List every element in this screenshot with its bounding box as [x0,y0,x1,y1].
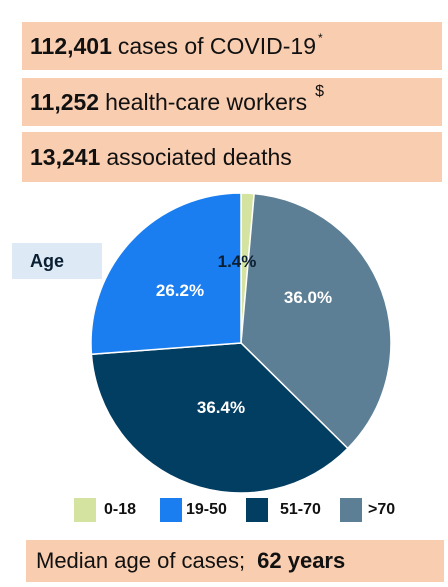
pie-label-51-70: 36.4% [197,398,245,417]
legend-swatch-over-70 [340,498,362,522]
pie-slice-51-70 [90,342,349,494]
stat-hcw-number: 11,252 [30,88,100,115]
legend-swatch-19-50 [160,498,182,522]
median-age-banner: Median age of cases; 62 years [26,540,444,582]
stat-cases-footnote-mark: * [318,31,323,45]
stat-health-care-workers: 11,252 health-care workers $ [22,78,442,126]
median-label: Median age of cases; [36,548,246,573]
legend-label-over-70: >70 [368,501,396,518]
stat-deaths: 13,241 associated deaths [22,132,442,182]
median-value: 62 years [257,548,346,573]
age-label: Age [12,243,102,279]
pie-label-0-18: 1.4% [218,252,257,271]
stat-deaths-text: associated deaths [106,143,292,170]
stat-deaths-number: 13,241 [30,143,101,170]
pie-label-over-70: 36.0% [284,288,332,307]
legend-swatch-0-18 [74,498,96,522]
legend-label-19-50: 19-50 [186,501,227,518]
pie-slice-19-50 [90,192,242,356]
stat-hcw-text: health-care workers [105,88,308,115]
stat-cases-text: cases of COVID-19 [117,32,317,59]
stat-cases-number: 112,401 [30,32,112,59]
stat-cases: 112,401 cases of COVID-19 * [22,22,442,70]
pie-slice-over-70 [240,192,392,450]
legend-label-0-18: 0-18 [104,501,137,518]
legend-swatch-51-70 [246,498,268,522]
legend-label-51-70: 51-70 [280,501,321,518]
pie-label-19-50: 26.2% [156,281,204,300]
stat-hcw-footnote-mark: $ [315,83,324,100]
